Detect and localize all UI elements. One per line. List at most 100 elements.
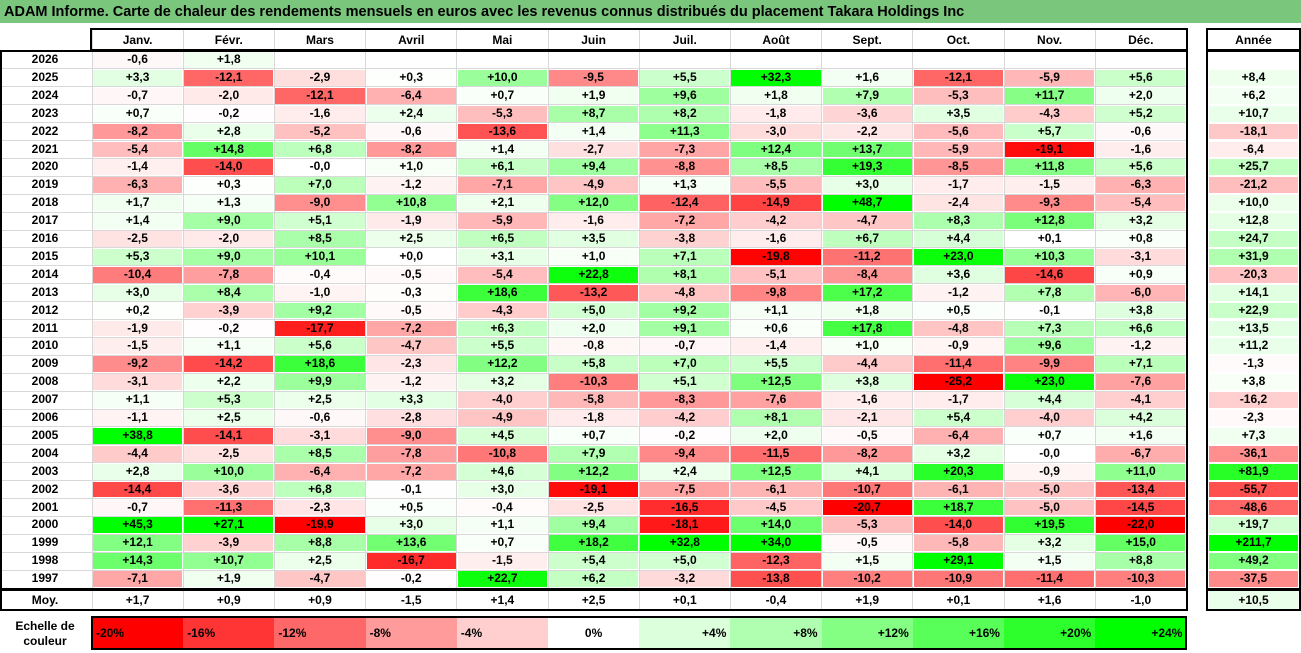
heatmap-cell: -1,9: [366, 213, 456, 229]
row-year-label: 2024: [31, 87, 59, 102]
heatmap-cell: +5,1: [640, 374, 730, 391]
heatmap-cell: +9,2: [640, 302, 730, 319]
heatmap-cell: [731, 52, 821, 68]
heatmap-cell: -5,1: [731, 266, 821, 283]
heatmap-cell: +23,0: [1005, 374, 1095, 391]
heatmap-cell: +1,1: [184, 338, 274, 355]
heatmap-cell: +17,8: [822, 320, 912, 337]
heatmap-cell: -5,0: [1005, 481, 1095, 498]
heatmap-cell: -3,2: [640, 571, 730, 587]
heatmap-cell: -19,1: [1005, 141, 1095, 158]
heatmap-cell: +6,1: [457, 159, 547, 176]
heatmap-cell: +1,8: [822, 302, 912, 319]
annual-cell: +10,0: [1209, 195, 1298, 212]
month-header: Juin: [581, 33, 606, 47]
heatmap-cell: -2,5: [549, 499, 639, 516]
heatmap-cell: +2,0: [549, 320, 639, 337]
heatmap-cell: -6,0: [1096, 284, 1186, 301]
annual-cell: [1209, 52, 1298, 68]
heatmap-cell: -14,5: [1096, 499, 1186, 516]
heatmap-cell: -4,3: [1005, 105, 1095, 122]
heatmap-cell: -1,2: [913, 284, 1003, 301]
heatmap-cell: +14,0: [731, 517, 821, 534]
heatmap-cell: -9,5: [549, 69, 639, 86]
heatmap-cell: +5,6: [275, 338, 365, 355]
heatmap-cell: -7,2: [366, 320, 456, 337]
heatmap-cell: -7,5: [640, 481, 730, 498]
heatmap-cell: +6,7: [822, 231, 912, 247]
heatmap-cell: -5,8: [549, 392, 639, 408]
month-header: Juil.: [672, 33, 697, 47]
annual-cell: +10,7: [1209, 105, 1298, 122]
heatmap-cell: +5,5: [640, 69, 730, 86]
heatmap-cell: -4,8: [640, 284, 730, 301]
heatmap-cell: +45,3: [93, 517, 183, 534]
heatmap-cell: -5,2: [275, 123, 365, 140]
heatmap-cell: -14,4: [93, 481, 183, 498]
row-year-label: 2002: [31, 481, 59, 496]
heatmap-cell: +9,4: [549, 159, 639, 176]
heatmap-cell: -10,4: [93, 266, 183, 283]
annual-cell: +8,4: [1209, 69, 1298, 86]
heatmap-cell: +10,8: [366, 195, 456, 212]
heatmap-cell: -14,6: [1005, 266, 1095, 283]
annual-cell: +12,8: [1209, 213, 1298, 229]
month-header: Déc.: [1128, 33, 1154, 47]
row-year-label: 2013: [31, 284, 59, 299]
heatmap-cell: +1,4: [457, 141, 547, 158]
heatmap-cell: -1,4: [731, 338, 821, 355]
heatmap-cell: -11,3: [184, 499, 274, 516]
heatmap-cell: +3,6: [913, 266, 1003, 283]
heatmap-cell: -0,0: [1005, 445, 1095, 462]
heatmap-cell: -8,2: [366, 141, 456, 158]
row-year-label: 2009: [31, 356, 59, 371]
heatmap-cell: -1,8: [549, 410, 639, 426]
heatmap-cell: +2,0: [731, 427, 821, 444]
heatmap-cell: -2,0: [184, 87, 274, 104]
heatmap-cell: -0,3: [366, 284, 456, 301]
annual-cell: +25,7: [1209, 159, 1298, 176]
heatmap-cell: -6,4: [913, 427, 1003, 444]
heatmap-cell: +7,9: [549, 445, 639, 462]
heatmap-cell: +9,0: [184, 248, 274, 265]
heatmap-cell: +18,6: [275, 356, 365, 373]
heatmap-cell: -6,1: [731, 481, 821, 498]
heatmap-cell: +3,2: [1096, 213, 1186, 229]
heatmap-cell: -4,4: [93, 445, 183, 462]
heatmap-cell: +20,3: [913, 463, 1003, 480]
row-year-label: 2004: [31, 445, 59, 460]
heatmap-cell: -7,8: [184, 266, 274, 283]
row-year-label: 1997: [31, 571, 59, 586]
heatmap-cell: -7,2: [640, 213, 730, 229]
average-cell: +1,6: [1004, 590, 1096, 610]
color-scale-stop: -12%: [274, 617, 366, 649]
heatmap-cell: -5,0: [1005, 499, 1095, 516]
heatmap-cell: -2,8: [366, 410, 456, 426]
annual-cell: -21,2: [1209, 177, 1298, 194]
heatmap-cell: +1,4: [549, 123, 639, 140]
heatmap-cell: -5,3: [822, 517, 912, 534]
annual-cell: +11,2: [1209, 338, 1298, 355]
month-header: Sept.: [852, 33, 882, 47]
heatmap-cell: +23,0: [913, 248, 1003, 265]
heatmap-cell: -14,0: [913, 517, 1003, 534]
heatmap-cell: +9,4: [549, 517, 639, 534]
heatmap-cell: +12,2: [457, 356, 547, 373]
heatmap-cell: [1005, 52, 1095, 68]
heatmap-cell: +11,3: [640, 123, 730, 140]
heatmap-cell: -1,5: [457, 553, 547, 570]
row-year-label: 2012: [31, 302, 59, 317]
heatmap-cell: -8,8: [640, 159, 730, 176]
heatmap-cell: -0,6: [1096, 123, 1186, 140]
heatmap-cell: -5,9: [1005, 69, 1095, 86]
heatmap-cell: +7,0: [640, 356, 730, 373]
heatmap-cell: +3,1: [457, 248, 547, 265]
heatmap-cell: -11,2: [822, 248, 912, 265]
heatmap-cell: +4,4: [1005, 392, 1095, 408]
heatmap-cell: +4,2: [1096, 410, 1186, 426]
heatmap-cell: -2,9: [275, 69, 365, 86]
heatmap-cell: -7,3: [640, 141, 730, 158]
heatmap-cell: [640, 52, 730, 68]
heatmap-cell: -1,7: [913, 392, 1003, 408]
heatmap-cell: [457, 52, 547, 68]
